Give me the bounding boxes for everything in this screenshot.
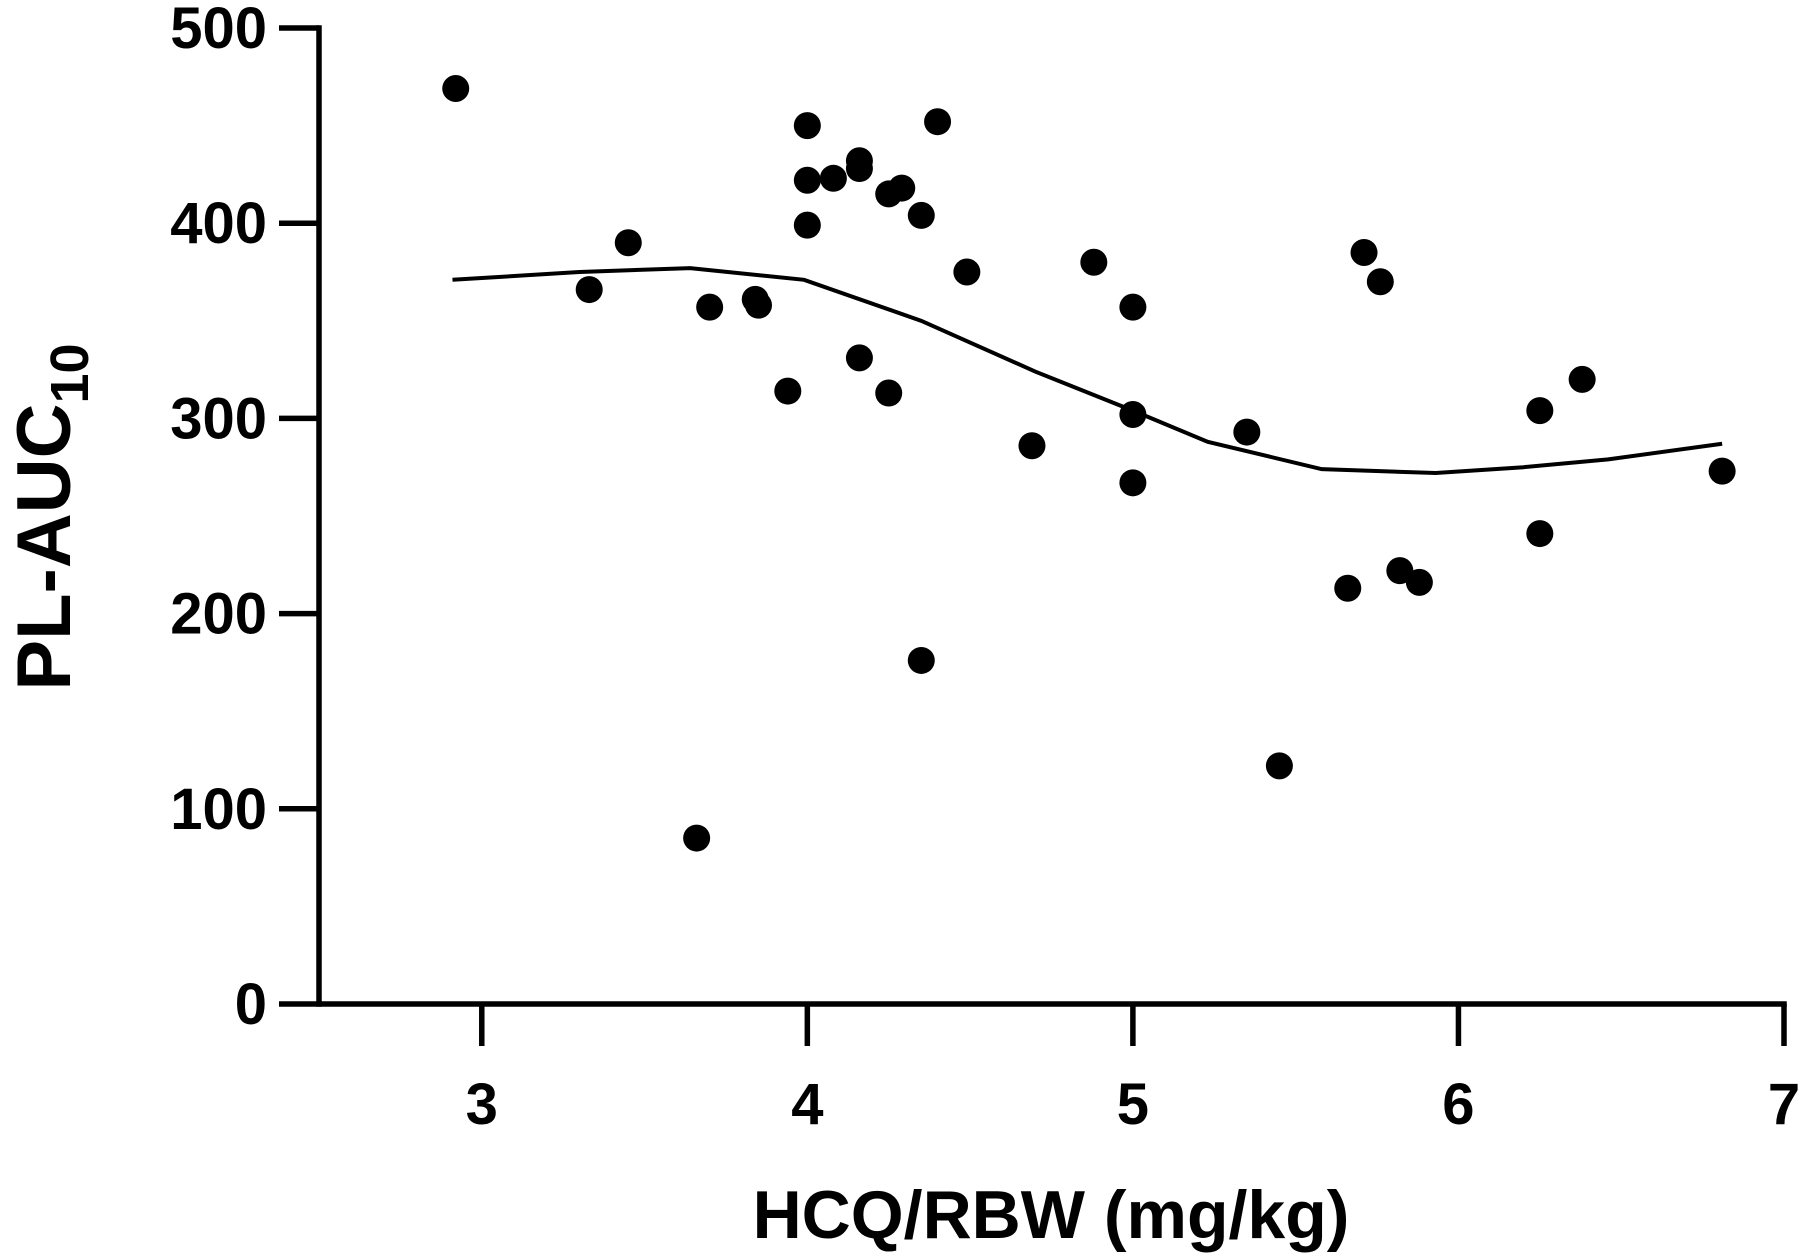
data-point <box>875 379 903 407</box>
y-axis-label-subscript: 10 <box>40 343 100 403</box>
data-point <box>819 164 847 192</box>
data-point <box>575 276 603 304</box>
data-point <box>845 155 873 183</box>
data-point <box>1350 238 1378 266</box>
data-point <box>845 344 873 372</box>
data-point <box>1018 432 1046 460</box>
x-tick-label: 5 <box>1117 1072 1149 1137</box>
x-tick-label: 6 <box>1442 1072 1474 1137</box>
data-point <box>793 112 821 140</box>
y-tick-label: 200 <box>170 582 267 647</box>
y-tick-label: 0 <box>235 972 267 1037</box>
data-point <box>793 211 821 239</box>
data-point <box>907 646 935 674</box>
y-tick-label: 100 <box>170 777 267 842</box>
x-tick-label: 4 <box>791 1072 823 1137</box>
data-point <box>614 229 642 257</box>
data-point <box>774 377 802 405</box>
data-point <box>1080 248 1108 276</box>
y-tick-label: 300 <box>170 386 267 451</box>
y-axis-label-main: PL-AUC <box>2 404 87 691</box>
fit-curve <box>452 266 1723 476</box>
x-tick-label: 7 <box>1768 1072 1800 1137</box>
data-point <box>793 166 821 194</box>
data-point <box>696 293 724 321</box>
y-tick-label: 400 <box>170 191 267 256</box>
data-point <box>745 291 772 319</box>
data-point <box>1119 400 1147 428</box>
data-point <box>1119 293 1147 321</box>
data-point <box>442 75 470 103</box>
data-point <box>888 174 916 202</box>
data-point <box>1119 469 1147 497</box>
data-point <box>953 258 981 286</box>
y-tick-label: 500 <box>170 0 267 61</box>
y-axis-label: PL-AUC10 <box>2 343 100 690</box>
data-point <box>1526 520 1554 548</box>
data-point <box>1233 418 1261 446</box>
data-point <box>907 201 935 229</box>
data-point <box>1265 752 1293 780</box>
data-point <box>1405 568 1433 596</box>
data-point <box>1526 397 1554 425</box>
data-point <box>1568 365 1596 393</box>
data-point <box>1334 574 1362 602</box>
x-tick-label: 3 <box>466 1072 498 1137</box>
data-point <box>1366 268 1394 296</box>
data-point <box>924 108 952 136</box>
x-axis-label: HCQ/RBW (mg/kg) <box>753 1177 1350 1253</box>
data-point <box>1386 557 1414 585</box>
data-point <box>1708 457 1736 485</box>
data-point <box>683 824 711 852</box>
